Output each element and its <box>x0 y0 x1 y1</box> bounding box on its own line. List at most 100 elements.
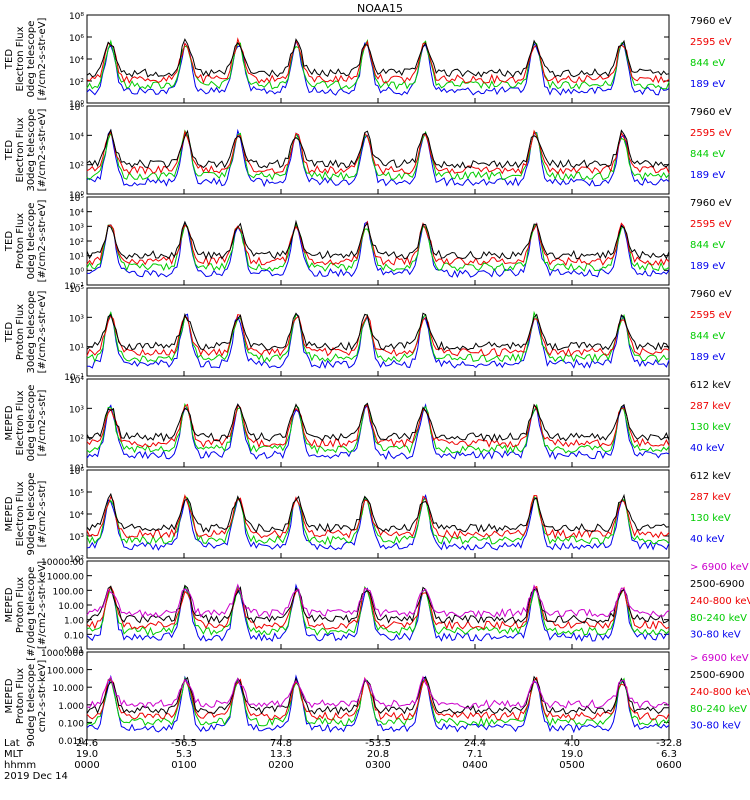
x-tick-label: 7.1 <box>467 749 483 760</box>
legend-entry: 2595 eV <box>690 128 732 139</box>
legend-entry: > 6900 keV <box>690 653 749 664</box>
x-tick-label: 5.3 <box>176 749 192 760</box>
series-line <box>86 493 670 551</box>
y-tick-label: 10⁵ <box>69 285 84 295</box>
y-axis-label: Electron Flux <box>15 390 26 455</box>
y-tick-label: 10² <box>69 435 84 445</box>
series-line <box>86 584 670 624</box>
legend-entry: 189 eV <box>690 170 725 181</box>
x-tick-label: 0600 <box>656 760 681 771</box>
y-axis-label: TED <box>4 322 15 343</box>
series-line <box>86 676 670 728</box>
x-tick-label: -53.5 <box>365 738 391 749</box>
y-tick-label: 10⁰ <box>69 191 84 201</box>
legend-entry: 40 keV <box>690 534 724 545</box>
x-tick-label: 0400 <box>462 760 487 771</box>
y-axis-label: Electron Flux <box>15 117 26 182</box>
row-label: MLT <box>4 749 24 760</box>
series-line <box>86 676 670 721</box>
series-line <box>86 675 670 709</box>
y-tick-label: 10.00 <box>58 602 84 612</box>
x-tick-label: 19.0 <box>76 749 98 760</box>
y-tick-label: 10⁶ <box>69 467 84 477</box>
series-line <box>86 583 670 619</box>
legend-entry: 2595 eV <box>690 37 732 48</box>
x-tick-label: 0500 <box>559 760 584 771</box>
series-line <box>86 128 670 169</box>
y-axis-label: [#/cm2-s-str] <box>37 389 48 456</box>
y-tick-label: 10¹ <box>69 344 84 354</box>
y-axis-label: Proton Flux <box>15 304 26 360</box>
legend-entry: 80-240 keV <box>690 704 747 715</box>
y-tick-label: 10⁶ <box>69 103 84 113</box>
y-tick-label: 10⁻¹ <box>64 282 84 292</box>
series-line <box>86 220 670 267</box>
y-tick-label: 10² <box>69 162 84 172</box>
y-tick-label: 1.00 <box>64 617 84 627</box>
chart-title: NOAA15 <box>357 2 403 15</box>
y-axis-label: [#/cm2-s-str] <box>37 480 48 547</box>
y-axis-label: 90deg telescope <box>26 472 37 555</box>
y-axis-label: 0deg telescope <box>26 203 37 280</box>
y-axis-label: 90deg telescope [#/ <box>26 644 37 747</box>
y-axis-label: cm2-s-str-keV] <box>37 660 48 733</box>
panel-frame <box>86 560 670 650</box>
legend-entry: 2500-6900 <box>690 670 745 681</box>
x-tick-label: 0300 <box>365 760 390 771</box>
legend-entry: 30-80 keV <box>690 721 741 732</box>
legend-entry: > 6900 keV <box>690 562 749 573</box>
x-tick-label: -32.8 <box>656 738 682 749</box>
x-tick-label: -56.5 <box>171 738 197 749</box>
y-axis-label: [#/cm2-s-str-eV] <box>37 109 48 192</box>
y-tick-label: 10⁴ <box>69 376 84 386</box>
y-axis-label: Proton Flux <box>15 577 26 633</box>
legend-entry: 844 eV <box>690 240 725 251</box>
y-axis-label: 30deg telescope <box>26 290 37 373</box>
x-tick-label: 0000 <box>74 760 99 771</box>
series-line <box>86 674 670 734</box>
legend-entry: 130 keV <box>690 513 731 524</box>
panel-frame <box>86 287 670 377</box>
legend-entry: 2595 eV <box>690 310 732 321</box>
x-tick-label: 6.3 <box>661 749 677 760</box>
legend-entry: 240-800 keV <box>690 596 750 607</box>
legend-entry: 287 keV <box>690 401 731 412</box>
legend-entry: 30-80 keV <box>690 630 741 641</box>
legend-entry: 844 eV <box>690 331 725 342</box>
y-axis-label: 30deg telescope <box>26 108 37 191</box>
y-axis-label: Electron Flux <box>15 26 26 91</box>
y-axis-label: [#/cm2-s-str-eV] <box>37 200 48 283</box>
y-axis-label: MEPED <box>4 678 15 713</box>
series-line <box>86 402 670 443</box>
x-tick-label: 0100 <box>171 760 196 771</box>
legend-entry: 844 eV <box>690 149 725 160</box>
series-line <box>86 39 670 96</box>
y-axis-label: 0deg telescope <box>26 567 37 644</box>
series-line <box>86 585 670 631</box>
y-tick-label: 10⁵ <box>69 194 84 204</box>
y-tick-label: 10⁴ <box>69 132 84 142</box>
series-line <box>86 492 670 533</box>
panel-frame <box>86 14 670 104</box>
y-axis-label: Proton Flux <box>15 668 26 724</box>
y-tick-label: 10⁴ <box>69 209 84 219</box>
y-tick-label: 0.10 <box>64 631 84 641</box>
series-line <box>86 129 670 175</box>
y-tick-label: 10⁸ <box>69 12 84 22</box>
series-line <box>86 129 670 182</box>
y-tick-label: 1000.00 <box>47 573 84 583</box>
y-tick-label: 100.00 <box>53 587 85 597</box>
y-tick-label: 10³ <box>69 405 84 415</box>
y-tick-label: 100.000 <box>47 667 84 677</box>
y-tick-label: 0.01 <box>64 646 84 656</box>
legend-entry: 2595 eV <box>690 219 732 230</box>
y-tick-label: 10² <box>69 555 84 565</box>
y-tick-label: 10⁴ <box>69 511 84 521</box>
y-tick-label: 10³ <box>69 223 84 233</box>
y-tick-label: 10.000 <box>53 684 85 694</box>
y-tick-label: 10⁰ <box>69 267 84 277</box>
series-line <box>86 37 670 85</box>
y-tick-label: 10⁰ <box>69 100 84 110</box>
row-label: hhmm <box>4 760 36 771</box>
